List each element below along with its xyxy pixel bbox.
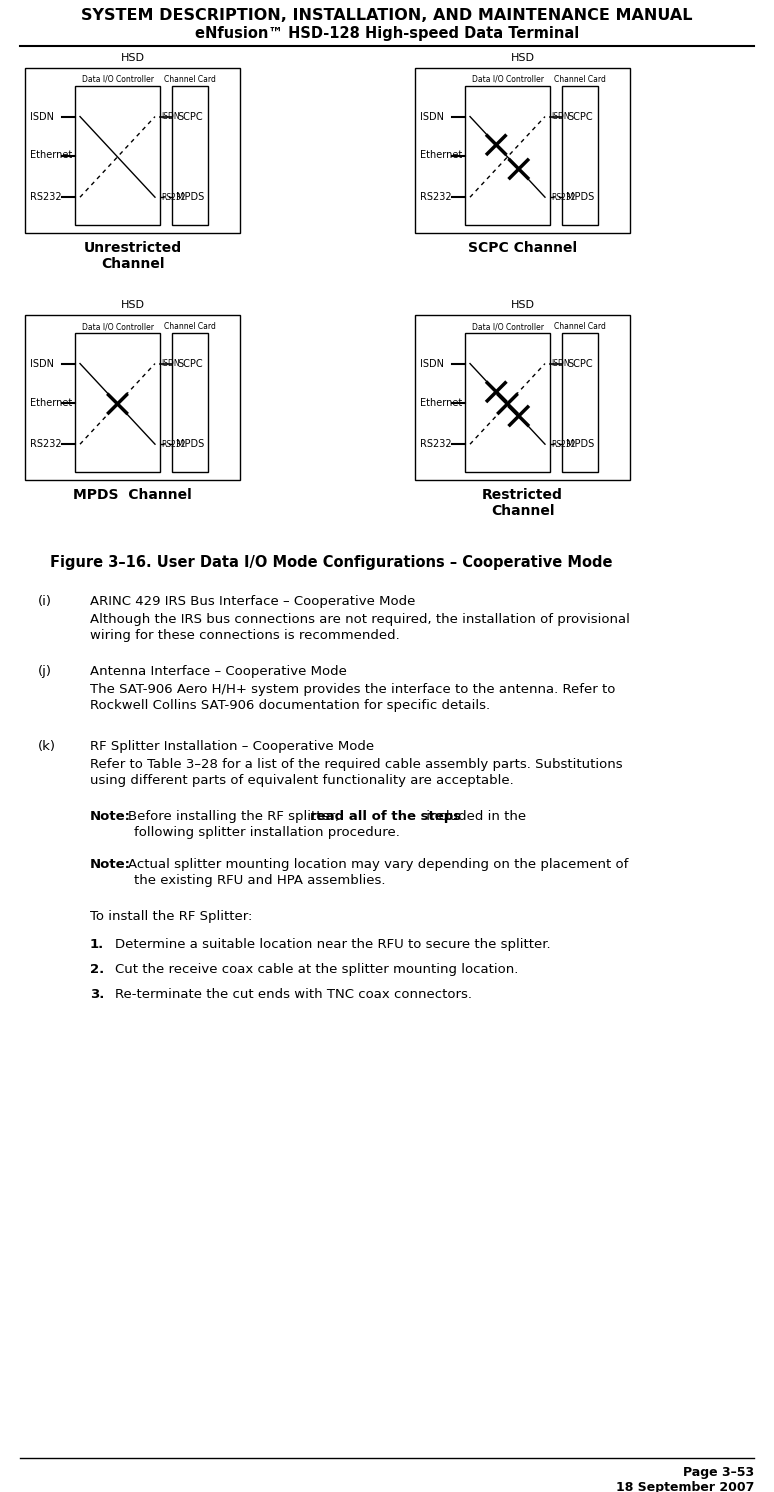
Text: Page 3–53
18 September 2007: Page 3–53 18 September 2007 bbox=[615, 1467, 754, 1492]
Bar bbox=[465, 333, 550, 471]
Text: wiring for these connections is recommended.: wiring for these connections is recommen… bbox=[90, 630, 399, 642]
Text: read all of the steps: read all of the steps bbox=[310, 810, 461, 824]
Text: To install the RF Splitter:: To install the RF Splitter: bbox=[90, 910, 252, 924]
Bar bbox=[25, 69, 240, 233]
Text: Ethernet: Ethernet bbox=[420, 151, 462, 161]
Text: Unrestricted
Channel: Unrestricted Channel bbox=[84, 242, 182, 272]
Text: Determine a suitable location near the RFU to secure the splitter.: Determine a suitable location near the R… bbox=[115, 938, 550, 950]
Text: MPDS: MPDS bbox=[566, 192, 594, 203]
Text: HSD: HSD bbox=[121, 54, 145, 63]
Text: Data I/O Controller: Data I/O Controller bbox=[471, 75, 543, 84]
Text: Data I/O Controller: Data I/O Controller bbox=[81, 322, 153, 331]
Text: Data I/O Controller: Data I/O Controller bbox=[471, 322, 543, 331]
Text: HSD: HSD bbox=[511, 54, 535, 63]
Text: MPDS  Channel: MPDS Channel bbox=[73, 488, 192, 501]
Text: RS232: RS232 bbox=[551, 440, 576, 449]
Text: RS232: RS232 bbox=[420, 439, 451, 449]
Text: ARINC 429 IRS Bus Interface – Cooperative Mode: ARINC 429 IRS Bus Interface – Cooperativ… bbox=[90, 595, 416, 609]
Text: MPDS: MPDS bbox=[176, 439, 204, 449]
Bar bbox=[172, 87, 208, 225]
Text: 3.: 3. bbox=[90, 988, 104, 1001]
Text: ISDN: ISDN bbox=[551, 360, 570, 369]
Text: RF Splitter Installation – Cooperative Mode: RF Splitter Installation – Cooperative M… bbox=[90, 740, 374, 753]
Text: ISDN: ISDN bbox=[161, 360, 180, 369]
Text: SCPC: SCPC bbox=[567, 112, 593, 121]
Text: Restricted
Channel: Restricted Channel bbox=[482, 488, 563, 518]
Text: Channel Card: Channel Card bbox=[164, 75, 216, 84]
Bar bbox=[415, 69, 630, 233]
Text: ISDN: ISDN bbox=[30, 358, 54, 369]
Bar bbox=[75, 333, 160, 471]
Text: RS232: RS232 bbox=[161, 440, 186, 449]
Text: Ethernet: Ethernet bbox=[420, 397, 462, 407]
Text: Re-terminate the cut ends with TNC coax connectors.: Re-terminate the cut ends with TNC coax … bbox=[115, 988, 472, 1001]
Text: Actual splitter mounting location may vary depending on the placement of: Actual splitter mounting location may va… bbox=[128, 858, 628, 871]
Text: 1.: 1. bbox=[90, 938, 104, 950]
Bar bbox=[562, 87, 598, 225]
Text: Note:: Note: bbox=[90, 810, 131, 824]
Text: using different parts of equivalent functionality are acceptable.: using different parts of equivalent func… bbox=[90, 774, 514, 786]
Text: Channel Card: Channel Card bbox=[164, 322, 216, 331]
Text: (j): (j) bbox=[38, 665, 52, 677]
Text: SCPC: SCPC bbox=[567, 358, 593, 369]
Text: eNfusion™ HSD-128 High-speed Data Terminal: eNfusion™ HSD-128 High-speed Data Termin… bbox=[195, 25, 579, 40]
Text: Although the IRS bus connections are not required, the installation of provision: Although the IRS bus connections are not… bbox=[90, 613, 630, 627]
Text: Data I/O Controller: Data I/O Controller bbox=[81, 75, 153, 84]
Text: ISDN: ISDN bbox=[551, 112, 570, 121]
Text: (i): (i) bbox=[38, 595, 52, 609]
Text: Cut the receive coax cable at the splitter mounting location.: Cut the receive coax cable at the splitt… bbox=[115, 962, 519, 976]
Text: RS232: RS232 bbox=[30, 439, 62, 449]
Text: Ethernet: Ethernet bbox=[30, 397, 72, 407]
Text: HSD: HSD bbox=[511, 300, 535, 310]
Text: RS232: RS232 bbox=[551, 192, 576, 201]
Text: Channel Card: Channel Card bbox=[554, 75, 606, 84]
Text: 2.: 2. bbox=[90, 962, 104, 976]
Text: Refer to Table 3–28 for a list of the required cable assembly parts. Substitutio: Refer to Table 3–28 for a list of the re… bbox=[90, 758, 622, 771]
Text: MPDS: MPDS bbox=[176, 192, 204, 203]
Text: MPDS: MPDS bbox=[566, 439, 594, 449]
Text: Figure 3–16. User Data I/O Mode Configurations – Cooperative Mode: Figure 3–16. User Data I/O Mode Configur… bbox=[50, 555, 612, 570]
Text: SYSTEM DESCRIPTION, INSTALLATION, AND MAINTENANCE MANUAL: SYSTEM DESCRIPTION, INSTALLATION, AND MA… bbox=[81, 7, 693, 22]
Text: RS232: RS232 bbox=[420, 192, 451, 203]
Text: included in the: included in the bbox=[422, 810, 526, 824]
Bar bbox=[172, 333, 208, 471]
Text: following splitter installation procedure.: following splitter installation procedur… bbox=[134, 827, 400, 839]
Text: SCPC Channel: SCPC Channel bbox=[468, 242, 577, 255]
Text: RS232: RS232 bbox=[161, 192, 186, 201]
Text: (k): (k) bbox=[38, 740, 56, 753]
Text: Ethernet: Ethernet bbox=[30, 151, 72, 161]
Text: The SAT-906 Aero H/H+ system provides the interface to the antenna. Refer to: The SAT-906 Aero H/H+ system provides th… bbox=[90, 683, 615, 695]
Text: ISDN: ISDN bbox=[420, 112, 444, 121]
Text: Channel Card: Channel Card bbox=[554, 322, 606, 331]
Bar bbox=[562, 333, 598, 471]
Text: RS232: RS232 bbox=[30, 192, 62, 203]
Bar bbox=[75, 87, 160, 225]
Text: Antenna Interface – Cooperative Mode: Antenna Interface – Cooperative Mode bbox=[90, 665, 347, 677]
Text: ISDN: ISDN bbox=[30, 112, 54, 121]
Text: Note:: Note: bbox=[90, 858, 131, 871]
Bar bbox=[25, 315, 240, 480]
Text: Rockwell Collins SAT-906 documentation for specific details.: Rockwell Collins SAT-906 documentation f… bbox=[90, 698, 490, 712]
Text: ISDN: ISDN bbox=[420, 358, 444, 369]
Text: the existing RFU and HPA assemblies.: the existing RFU and HPA assemblies. bbox=[134, 874, 385, 888]
Text: SCPC: SCPC bbox=[177, 112, 203, 121]
Text: SCPC: SCPC bbox=[177, 358, 203, 369]
Text: ISDN: ISDN bbox=[161, 112, 180, 121]
Text: Before installing the RF splitter,: Before installing the RF splitter, bbox=[128, 810, 344, 824]
Bar bbox=[415, 315, 630, 480]
Text: HSD: HSD bbox=[121, 300, 145, 310]
Bar bbox=[465, 87, 550, 225]
